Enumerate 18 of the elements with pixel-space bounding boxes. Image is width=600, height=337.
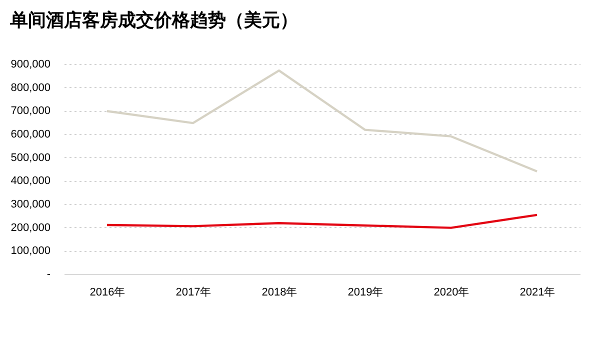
- chart-title: 单间酒店客房成交价格趋势（美元）: [9, 10, 298, 31]
- y-tick-label: 100,000: [10, 245, 50, 258]
- x-tick-label: 2021年: [520, 286, 556, 298]
- y-tick-label: 400,000: [10, 175, 50, 188]
- x-tick-label: 2019年: [348, 286, 384, 298]
- y-tick-label: 700,000: [10, 105, 50, 118]
- x-tick-label: 2016年: [90, 286, 126, 298]
- y-tick-label: 600,000: [10, 128, 50, 140]
- x-tick-label: 2018年: [262, 286, 298, 298]
- y-tick-label: -: [46, 268, 51, 280]
- y-tick-label: 800,000: [10, 82, 50, 94]
- y-tick-label: 300,000: [10, 198, 50, 210]
- y-tick-label: 500,000: [10, 152, 50, 164]
- y-tick-label: 900,000: [10, 58, 50, 70]
- x-tick-label: 2017年: [176, 286, 212, 298]
- line-series: [106, 214, 538, 229]
- x-tick-label: 2020年: [434, 286, 470, 298]
- y-tick-label: 200,000: [10, 222, 50, 234]
